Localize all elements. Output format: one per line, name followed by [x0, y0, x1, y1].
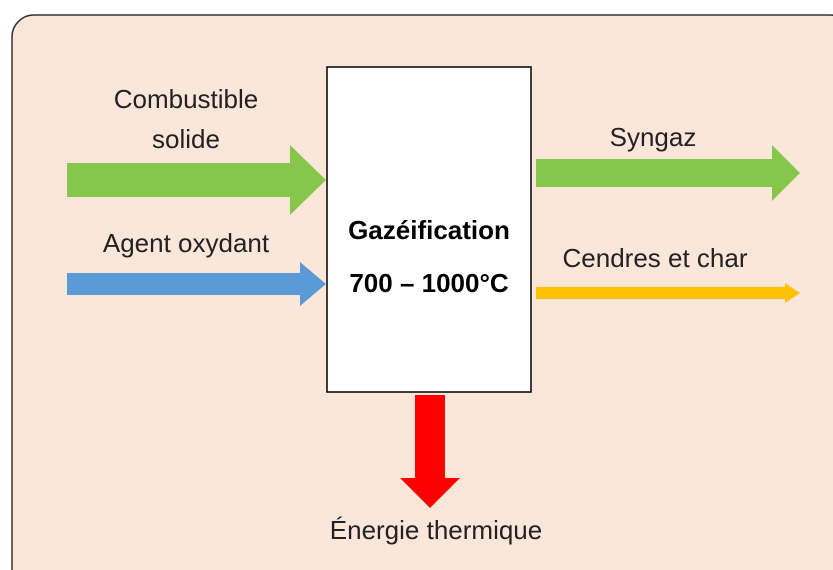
input-arrow-fuel: [67, 145, 326, 215]
output-arrow-syngas: [536, 145, 800, 201]
output-label: Énergie thermique: [330, 515, 542, 545]
output-label: Syngaz: [610, 122, 697, 152]
input-label: Agent oxydant: [103, 228, 270, 258]
output-arrow-heat: [400, 395, 460, 508]
process-box: [326, 66, 532, 393]
output-arrow-ash: [536, 283, 800, 303]
input-label: Combustible: [114, 84, 259, 114]
input-arrow-oxidant: [67, 262, 326, 306]
process-temperature: 700 – 1000°C: [349, 268, 509, 298]
input-label: solide: [152, 124, 220, 154]
output-label: Cendres et char: [563, 243, 748, 273]
process-title: Gazéification: [348, 215, 510, 245]
